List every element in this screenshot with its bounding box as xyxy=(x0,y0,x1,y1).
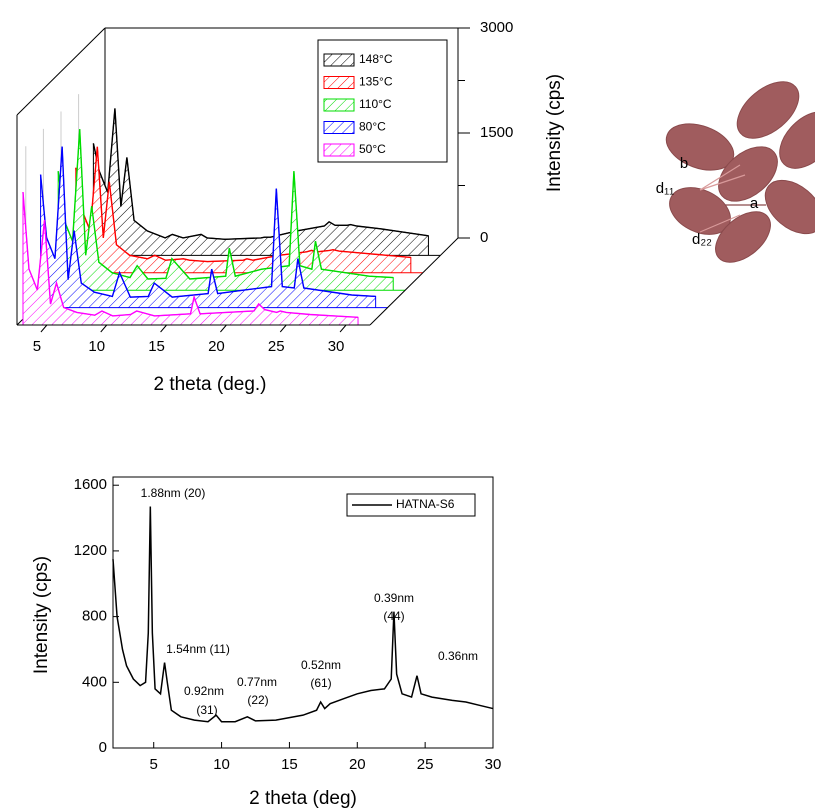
x-tick-label: 15 xyxy=(148,338,165,355)
y-axis-label: Intensity (cps) xyxy=(544,74,565,192)
x-tick-label: 10 xyxy=(213,756,230,773)
legend-swatch xyxy=(323,53,355,67)
x-tick-label: 10 xyxy=(88,338,105,355)
y-tick-label: 1600 xyxy=(74,476,107,493)
x-tick-label: 15 xyxy=(281,756,298,773)
peak-annotation: 0.77nm xyxy=(237,675,277,689)
series-line xyxy=(22,191,359,318)
legend-label: HATNA-S6 xyxy=(396,497,455,511)
diagram-label: b xyxy=(680,155,688,172)
peak-annotation: 0.36nm xyxy=(438,649,478,663)
arrow xyxy=(699,164,741,191)
series-line xyxy=(112,506,494,723)
peak-annotation: 1.54nm (11) xyxy=(166,642,230,656)
series-line xyxy=(57,129,394,280)
x-tick xyxy=(279,324,287,333)
x-axis-label: 2 theta (deg.) xyxy=(153,374,266,395)
legend-label: 135°C xyxy=(359,75,393,89)
plot-frame xyxy=(112,476,494,749)
packing-diagram xyxy=(665,81,815,263)
x-tick xyxy=(160,324,167,333)
y-tick-label: 800 xyxy=(82,608,107,625)
arrow xyxy=(699,174,746,191)
series-line xyxy=(75,146,411,263)
peak-annotation: 1.88nm (20) xyxy=(141,486,206,500)
series-line xyxy=(39,146,376,298)
x-tick-label: 20 xyxy=(349,756,366,773)
diagram-label: d₁₁ xyxy=(656,180,674,197)
x-tick xyxy=(40,324,48,333)
diagram-label: a xyxy=(750,195,759,212)
x-tick-label: 30 xyxy=(485,756,502,773)
y-axis-label: Intensity (cps) xyxy=(31,556,52,674)
arrow xyxy=(699,214,741,233)
x-tick-label: 25 xyxy=(268,338,285,355)
peak-annotation: 0.92nm xyxy=(184,684,224,698)
y-tick-label: 1200 xyxy=(74,542,107,559)
y-tick-label: 400 xyxy=(82,673,107,690)
y-tick-label: 0 xyxy=(99,739,107,756)
legend-label: 148°C xyxy=(359,52,393,66)
y-tick-label: 0 xyxy=(480,229,488,246)
peak-annotation: 0.52nm xyxy=(301,658,341,672)
legend-swatch xyxy=(323,121,355,134)
x-tick-label: 20 xyxy=(208,338,225,355)
x-axis-label: 2 theta (deg) xyxy=(249,788,357,809)
legend-swatch xyxy=(323,143,355,157)
x-tick-label: 30 xyxy=(328,338,345,355)
legend-swatch xyxy=(323,76,355,89)
packing-arrows xyxy=(699,164,766,233)
peak-annotation: (61) xyxy=(310,676,331,690)
molecule xyxy=(736,81,800,139)
legend-label: 50°C xyxy=(359,142,386,156)
y-tick-label: 1500 xyxy=(480,124,513,141)
side-wall-edge xyxy=(369,237,459,326)
x-tick xyxy=(100,324,108,333)
x-tick-label: 5 xyxy=(33,338,41,355)
legend-label: 80°C xyxy=(359,120,386,134)
peak-annotation: (31) xyxy=(196,703,217,717)
x-tick-label: 25 xyxy=(417,756,434,773)
molecule xyxy=(764,179,815,235)
legend-swatch xyxy=(323,98,355,112)
side-wall-edge xyxy=(16,27,106,116)
legend-label: 110°C xyxy=(359,97,392,111)
molecule xyxy=(779,111,815,169)
peak-annotation: (22) xyxy=(247,693,268,707)
x-tick xyxy=(339,324,347,333)
molecule xyxy=(715,211,771,263)
x-tick xyxy=(220,324,227,333)
series-line xyxy=(92,108,429,241)
legend-box xyxy=(346,493,476,517)
peak-annotation: (44) xyxy=(383,609,404,623)
molecule xyxy=(718,146,778,202)
y-tick-label: 3000 xyxy=(480,19,513,36)
x-tick-label: 5 xyxy=(150,756,158,773)
diagram-label: d₂₂ xyxy=(692,231,712,248)
peak-annotation: 0.39nm xyxy=(374,591,414,605)
